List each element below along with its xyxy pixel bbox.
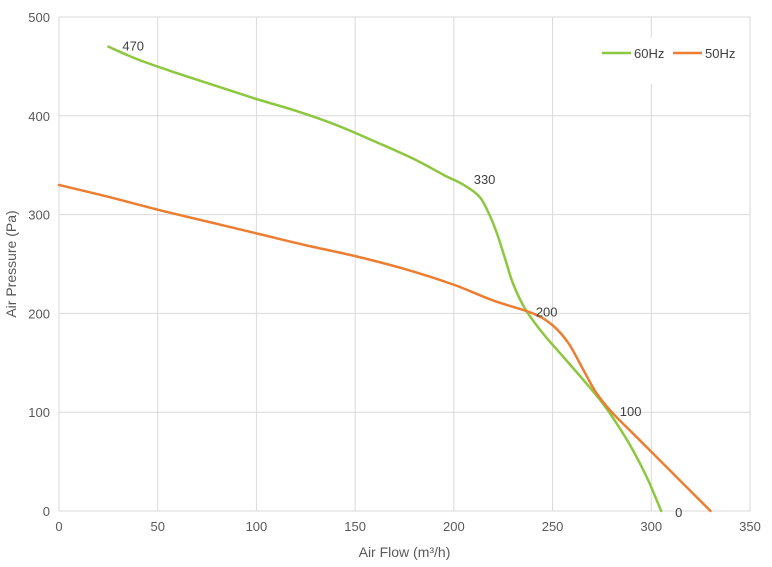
series-line-50hz — [57, 183, 712, 513]
y-tick-label: 300 — [28, 208, 50, 223]
y-tick-label: 0 — [43, 504, 50, 519]
x-tick-label: 300 — [640, 519, 662, 534]
legend-background — [596, 38, 748, 84]
legend-label-60hz: 60Hz — [634, 46, 664, 61]
tick-labels: 0 50 100 150 200 250 300 350 0 100 200 300 400 500 — [28, 10, 761, 534]
y-tick-label: 200 — [28, 306, 50, 321]
legend-backdrop — [596, 38, 748, 84]
data-label-50hz: 200 — [536, 304, 558, 319]
grid — [58, 16, 751, 512]
x-tick-label: 50 — [150, 519, 164, 534]
y-tick-label: 400 — [28, 109, 50, 124]
x-tick-label: 150 — [344, 519, 366, 534]
x-tick-label: 350 — [739, 519, 761, 534]
data-label-60hz: 100 — [620, 404, 642, 419]
y-axis-title: Air Pressure (Pa) — [3, 210, 19, 317]
x-tick-label: 200 — [443, 519, 465, 534]
legend: 60Hz 50Hz — [602, 46, 735, 61]
x-tick-label: 100 — [246, 519, 268, 534]
series-layer — [57, 45, 712, 513]
legend-label-50hz: 50Hz — [705, 46, 735, 61]
x-axis-title: Air Flow (m³/h) — [359, 544, 451, 560]
x-tick-label: 250 — [542, 519, 564, 534]
x-tick-label: 0 — [55, 519, 62, 534]
data-label-60hz: 330 — [474, 172, 496, 187]
data-label-50hz: 0 — [675, 505, 682, 520]
y-tick-label: 500 — [28, 10, 50, 25]
data-label-60hz: 470 — [122, 39, 144, 54]
y-tick-label: 100 — [28, 405, 50, 420]
data-labels: 470 330 100 200 0 — [122, 39, 682, 520]
